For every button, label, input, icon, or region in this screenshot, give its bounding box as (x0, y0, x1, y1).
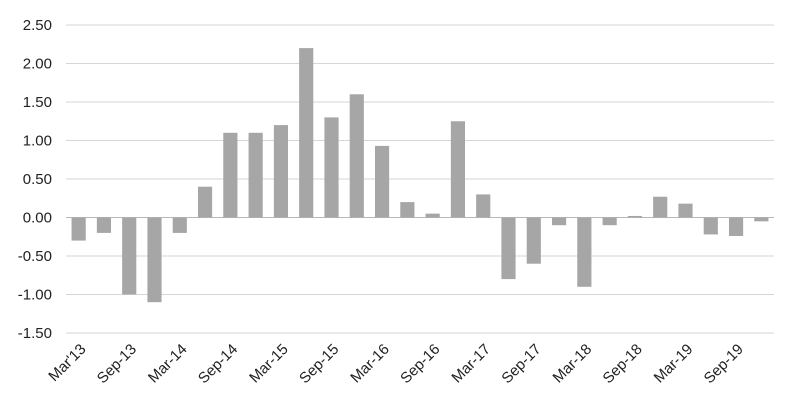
bar (526, 217, 541, 264)
bar (223, 132, 238, 218)
bar (96, 217, 112, 233)
y-tick-label: -1.00 (18, 287, 52, 304)
bar (678, 203, 693, 218)
x-tick-label: Mar-14 (145, 341, 191, 387)
bar (248, 132, 263, 218)
x-tick-label: Sep-14 (195, 341, 241, 387)
x-tick-label: Sep-19 (701, 341, 747, 387)
x-tick-label: Sep-17 (498, 341, 544, 387)
y-tick-label: 0.50 (23, 171, 52, 188)
y-tick-label: 1.00 (23, 133, 52, 150)
bar (501, 217, 516, 280)
y-tick-label: 1.50 (23, 94, 52, 111)
x-tick-label: Sep-13 (94, 341, 140, 387)
x-tick-label: Mar-15 (246, 341, 292, 387)
bar (602, 217, 617, 226)
bar (450, 121, 466, 218)
bar (172, 217, 187, 233)
y-tick-label: 2.00 (23, 56, 52, 73)
x-tick-label: Sep-15 (296, 341, 342, 387)
x-axis-tick-labels: Mar'13 Sep-13 Mar-14 Sep-14 Mar-15 Sep-15 Mar-… (45, 341, 747, 387)
bar (324, 117, 339, 218)
bar (147, 217, 162, 303)
bar (197, 186, 213, 218)
x-tick-label: Sep-18 (600, 341, 646, 387)
bar (349, 94, 364, 218)
bar (374, 145, 390, 218)
bar (703, 217, 718, 235)
gridlines (66, 24, 774, 334)
x-tick-label: Mar-16 (347, 341, 393, 387)
bars (71, 48, 769, 303)
bar (627, 215, 643, 218)
x-tick-label: Mar-18 (550, 341, 596, 387)
y-tick-label: 0.00 (23, 210, 52, 227)
bar (400, 202, 415, 218)
bar (728, 217, 744, 236)
bar (754, 217, 769, 222)
y-tick-label: -0.50 (18, 248, 52, 265)
bar (299, 48, 314, 218)
bar (122, 217, 137, 295)
bar (425, 213, 440, 218)
bar (653, 196, 668, 218)
bar (577, 217, 592, 287)
x-tick-label: Mar'13 (45, 341, 89, 385)
bar (71, 217, 86, 241)
x-tick-label: Sep-16 (397, 341, 443, 387)
x-tick-label: Mar-19 (651, 341, 697, 387)
bar (551, 217, 567, 226)
x-tick-label: Mar-17 (448, 341, 494, 387)
y-tick-label: 2.50 (23, 17, 52, 34)
y-axis-tick-labels: 2.50 2.00 1.50 1.00 0.50 0.00 -0.50 -1.00 -1.50 (18, 17, 52, 342)
bar (476, 194, 491, 218)
bar (273, 125, 289, 218)
y-tick-label: -1.50 (18, 325, 52, 342)
